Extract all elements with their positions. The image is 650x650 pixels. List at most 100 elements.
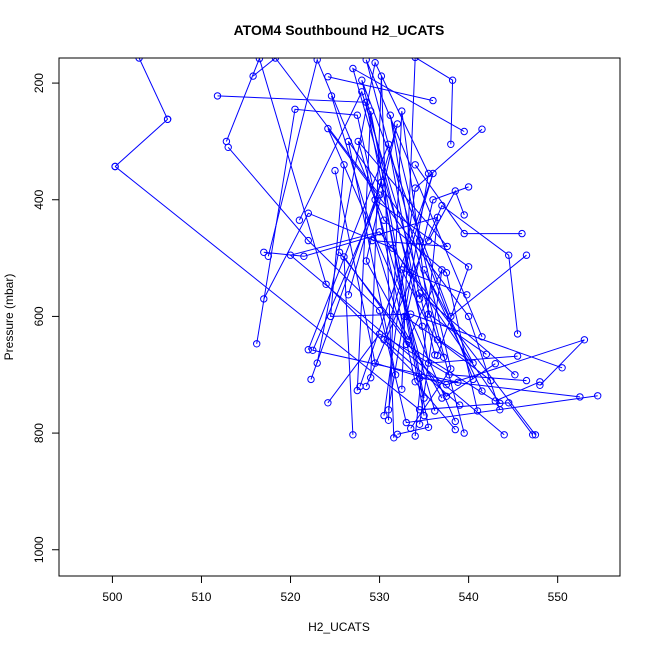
- data-point: [349, 431, 357, 439]
- data-point: [344, 291, 353, 299]
- series-line-23: [383, 128, 483, 416]
- data-point: [522, 376, 531, 385]
- data-point: [313, 58, 321, 64]
- series-line-0: [114, 118, 168, 167]
- data-point: [464, 263, 473, 271]
- data-point: [260, 248, 268, 257]
- data-point: [358, 88, 366, 96]
- data-point: [482, 350, 491, 358]
- data-point: [135, 58, 143, 62]
- data-point: [491, 360, 499, 368]
- data-point: [371, 59, 379, 67]
- y-tick-label: 1000: [32, 536, 46, 563]
- data-point: [496, 406, 504, 414]
- data-point: [448, 76, 457, 84]
- data-point: [313, 359, 321, 367]
- series-line-2: [138, 58, 169, 120]
- data-point: [463, 291, 471, 299]
- data-point: [464, 183, 473, 191]
- data-point: [531, 431, 540, 439]
- data-point: [400, 312, 409, 321]
- data-point: [358, 76, 366, 84]
- series-line-9: [263, 212, 501, 404]
- data-point: [249, 72, 257, 80]
- series-line-12: [310, 180, 425, 416]
- data-point: [478, 333, 486, 341]
- data-point: [380, 411, 388, 420]
- data-point: [500, 431, 508, 439]
- series-line-17: [330, 164, 563, 369]
- data-point: [327, 92, 336, 100]
- data-point: [464, 312, 473, 321]
- data-point: [344, 137, 353, 146]
- data-point: [478, 387, 486, 395]
- data-point: [518, 229, 526, 238]
- series-line-30: [428, 189, 465, 241]
- series-line-20: [365, 204, 519, 387]
- data-point: [322, 280, 330, 288]
- series-line-31: [418, 291, 516, 376]
- data-point: [407, 424, 415, 433]
- data-point: [291, 105, 299, 114]
- data-point: [362, 58, 370, 64]
- x-axis: 500 510 520 530 540 550: [102, 576, 568, 604]
- data-point: [404, 336, 412, 344]
- data-point: [375, 228, 384, 236]
- data-point: [460, 229, 468, 238]
- data-point: [356, 382, 364, 391]
- data-point: [431, 351, 439, 359]
- data-point: [300, 252, 308, 260]
- series-line-33: [327, 128, 501, 422]
- y-tick-label: 600: [32, 306, 46, 326]
- data-point: [522, 251, 531, 259]
- data-point: [377, 72, 386, 80]
- x-tick-label: 520: [281, 590, 301, 604]
- data-point: [429, 196, 437, 204]
- data-point: [451, 187, 459, 195]
- series-line-6: [252, 58, 459, 383]
- series-line-15: [331, 95, 541, 402]
- series-line-39: [298, 90, 492, 381]
- data-point: [411, 161, 419, 169]
- data-point: [431, 407, 439, 415]
- data-point: [163, 115, 172, 124]
- data-point: [460, 127, 468, 136]
- data-point: [473, 407, 482, 415]
- data-point: [353, 111, 361, 119]
- data-point: [443, 242, 451, 251]
- data-point: [304, 209, 312, 217]
- series-line-41: [347, 141, 474, 380]
- data-point: [335, 248, 344, 257]
- data-point: [295, 216, 304, 224]
- data-point: [415, 295, 424, 303]
- series-line-37: [316, 61, 430, 410]
- plot-frame: [58, 57, 621, 577]
- y-axis-title: Pressure (mbar): [2, 274, 16, 361]
- data-point: [213, 92, 222, 100]
- series-line-3: [225, 58, 580, 398]
- data-point: [402, 418, 410, 427]
- data-point: [433, 336, 442, 344]
- data-point: [367, 374, 375, 382]
- data-point: [447, 140, 455, 149]
- data-point: [447, 365, 455, 373]
- data-point: [411, 58, 419, 62]
- data-point: [324, 73, 332, 81]
- data-point: [391, 371, 400, 379]
- data-point: [442, 381, 451, 389]
- series-line-25: [401, 58, 454, 390]
- series-line-34: [365, 59, 483, 434]
- data-point: [253, 340, 261, 348]
- data-point: [384, 406, 393, 414]
- data-point: [354, 137, 362, 146]
- data-point: [368, 236, 377, 245]
- series-line-43: [389, 115, 452, 429]
- chart-title: ATOM4 Southbound H2_UCATS: [234, 22, 445, 38]
- series-line-8: [267, 58, 478, 412]
- data-point: [429, 169, 437, 178]
- series-line-7: [263, 216, 439, 437]
- data-point: [309, 346, 317, 354]
- data-point: [111, 162, 119, 171]
- data-point: [451, 425, 459, 434]
- data-point: [438, 394, 446, 402]
